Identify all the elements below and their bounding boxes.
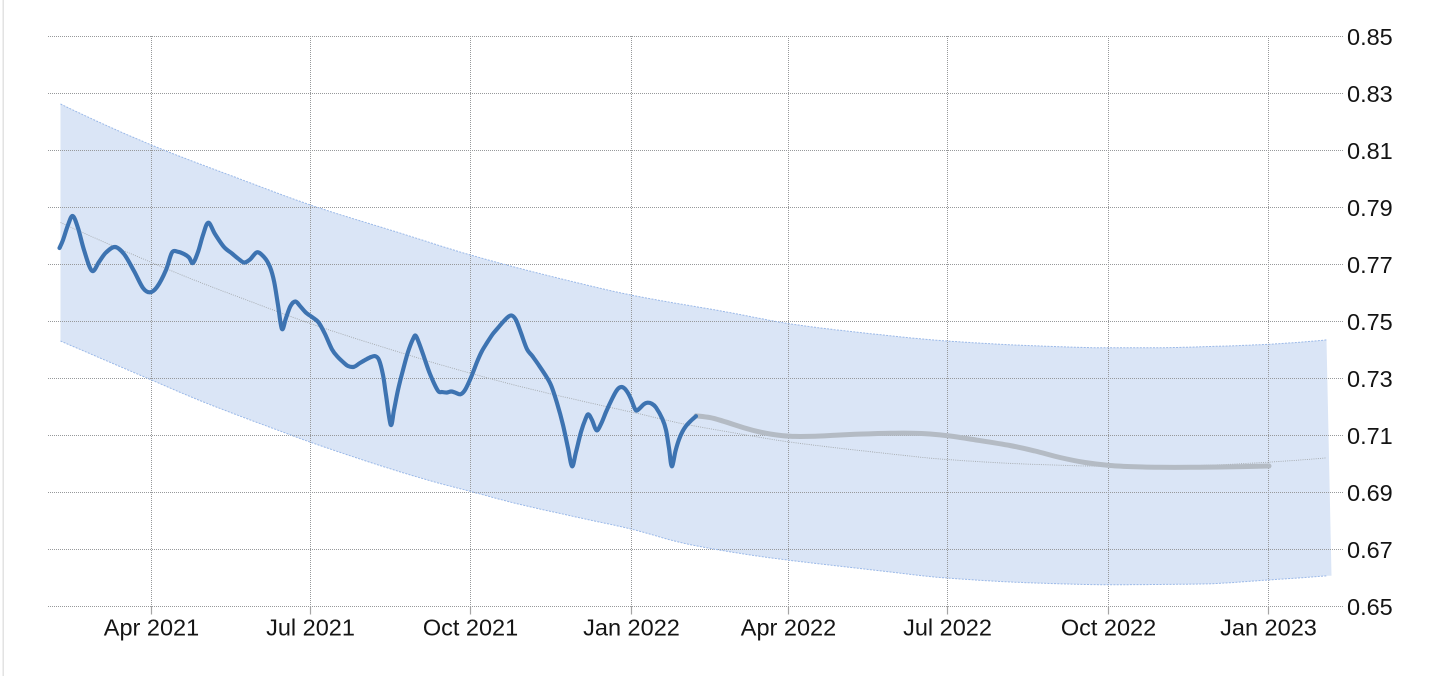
svg-text:Jul 2021: Jul 2021 (266, 615, 355, 641)
svg-text:0.65: 0.65 (1347, 594, 1393, 620)
svg-text:0.81: 0.81 (1347, 138, 1393, 164)
svg-text:Oct 2021: Oct 2021 (423, 615, 518, 641)
svg-text:Oct 2022: Oct 2022 (1061, 615, 1156, 641)
svg-text:0.69: 0.69 (1347, 480, 1393, 506)
svg-text:0.83: 0.83 (1347, 81, 1393, 107)
svg-text:0.85: 0.85 (1347, 24, 1393, 50)
svg-text:0.79: 0.79 (1347, 195, 1393, 221)
svg-text:Jul 2022: Jul 2022 (903, 615, 992, 641)
svg-text:0.77: 0.77 (1347, 252, 1393, 278)
svg-text:Apr 2021: Apr 2021 (104, 615, 199, 641)
svg-text:0.75: 0.75 (1347, 309, 1393, 335)
svg-text:Jan 2022: Jan 2022 (583, 615, 680, 641)
svg-text:Apr 2022: Apr 2022 (741, 615, 836, 641)
svg-text:Jan 2023: Jan 2023 (1220, 615, 1317, 641)
svg-text:0.71: 0.71 (1347, 423, 1393, 449)
svg-text:0.67: 0.67 (1347, 537, 1393, 563)
svg-text:0.73: 0.73 (1347, 366, 1393, 392)
